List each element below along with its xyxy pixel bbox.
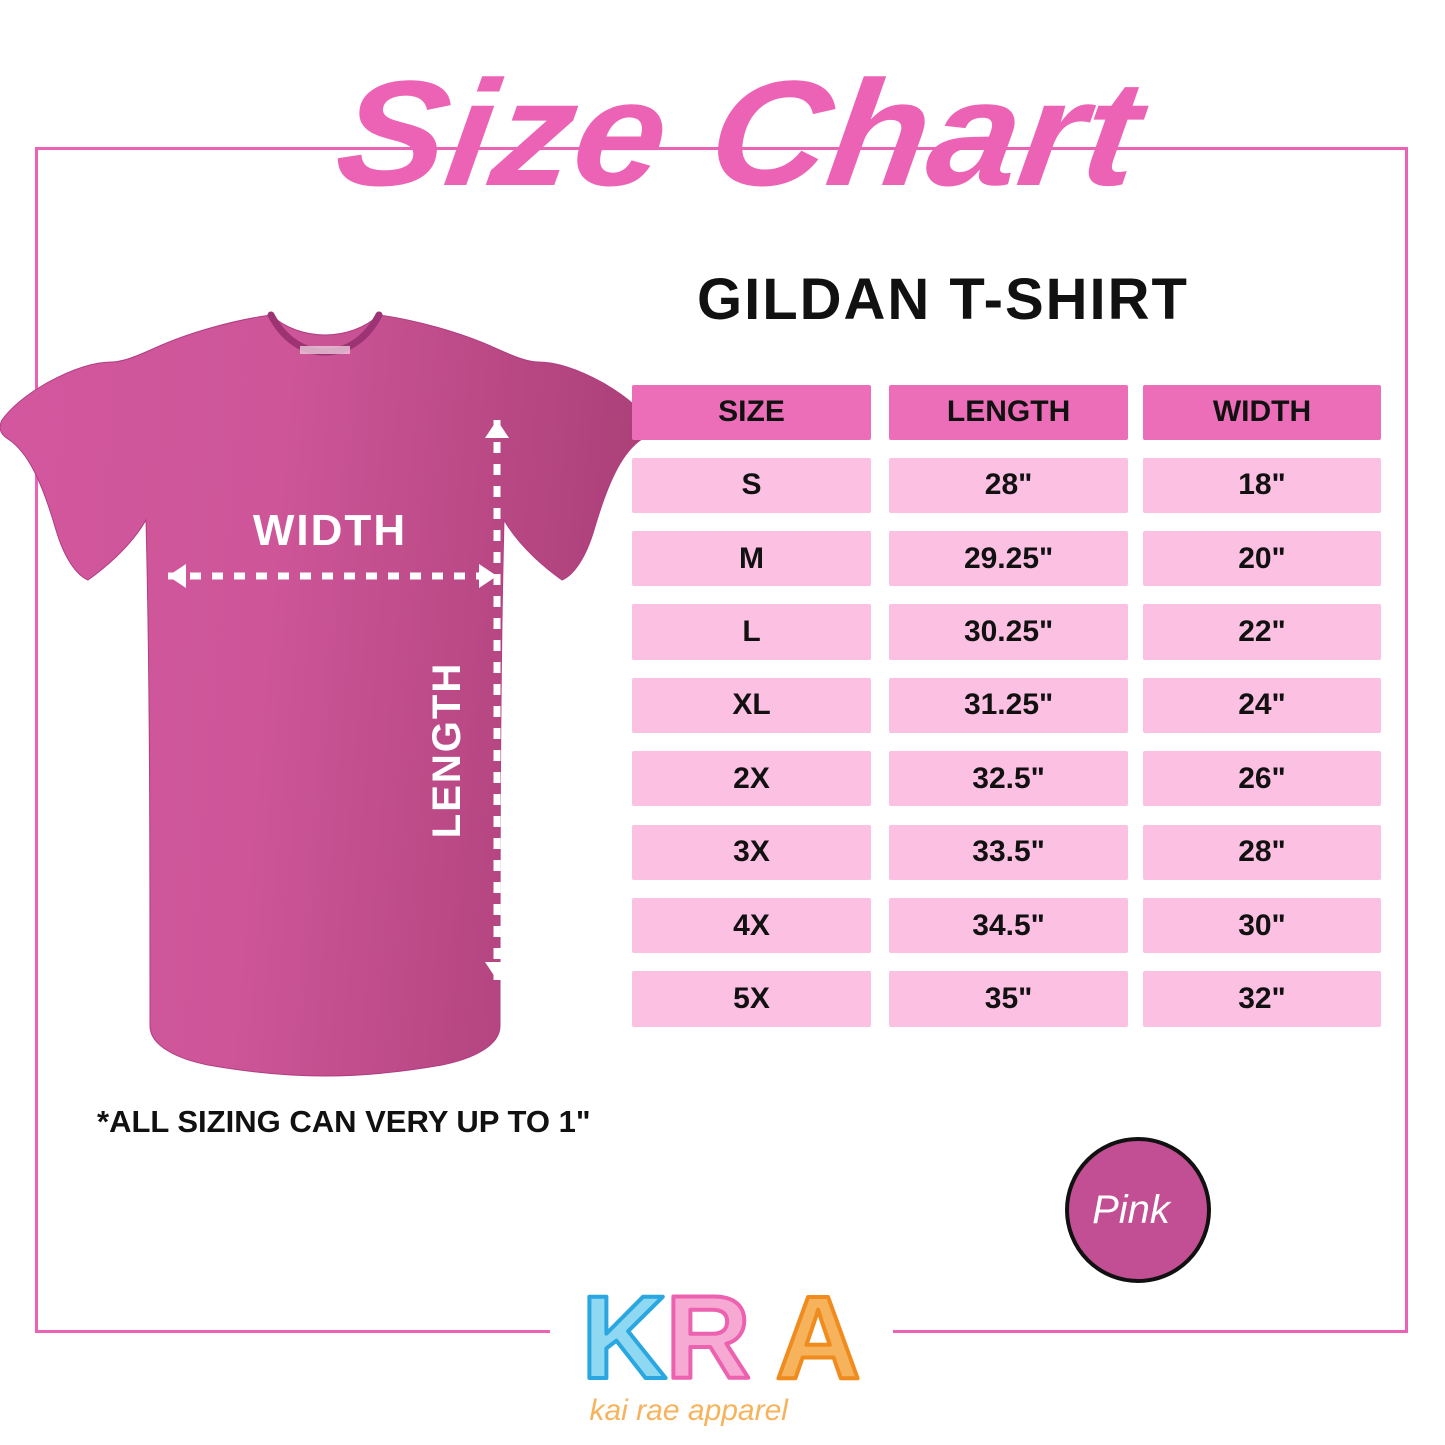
svg-text:A: A <box>776 1280 861 1404</box>
svg-text:R: R <box>666 1280 751 1404</box>
svg-text:Pink: Pink <box>1092 1188 1172 1232</box>
svg-text:WIDTH: WIDTH <box>253 506 407 555</box>
svg-text:K: K <box>582 1280 667 1404</box>
svg-text:LENGTH: LENGTH <box>425 662 469 838</box>
svg-text:Size Chart: Size Chart <box>328 50 1158 217</box>
svg-text:kai rae apparel: kai rae apparel <box>590 1394 790 1427</box>
